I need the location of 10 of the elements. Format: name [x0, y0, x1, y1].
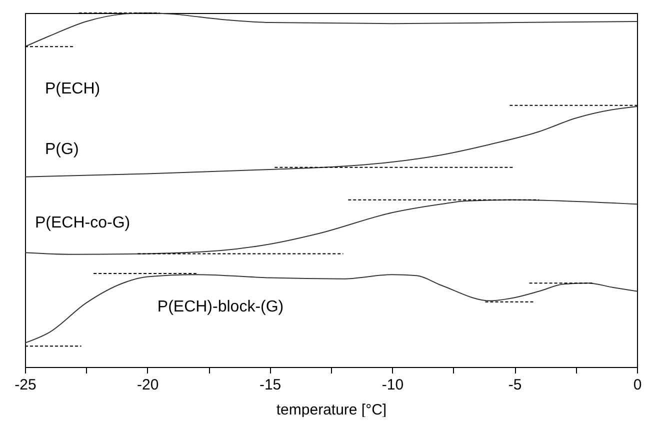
x-tick-label: -5	[508, 376, 522, 394]
x-tick-label: -20	[137, 376, 159, 394]
x-tick-label: 0	[633, 376, 642, 394]
series-label: P(ECH-co-G)	[35, 214, 130, 232]
x-tick-label: -25	[14, 376, 36, 394]
x-tick-label: -10	[382, 376, 404, 394]
series-label: P(ECH)-block-(G)	[157, 298, 284, 316]
text: P(ECH)	[45, 80, 100, 98]
series-label: P(G)	[45, 140, 79, 158]
x-tick-label: -15	[259, 376, 282, 394]
